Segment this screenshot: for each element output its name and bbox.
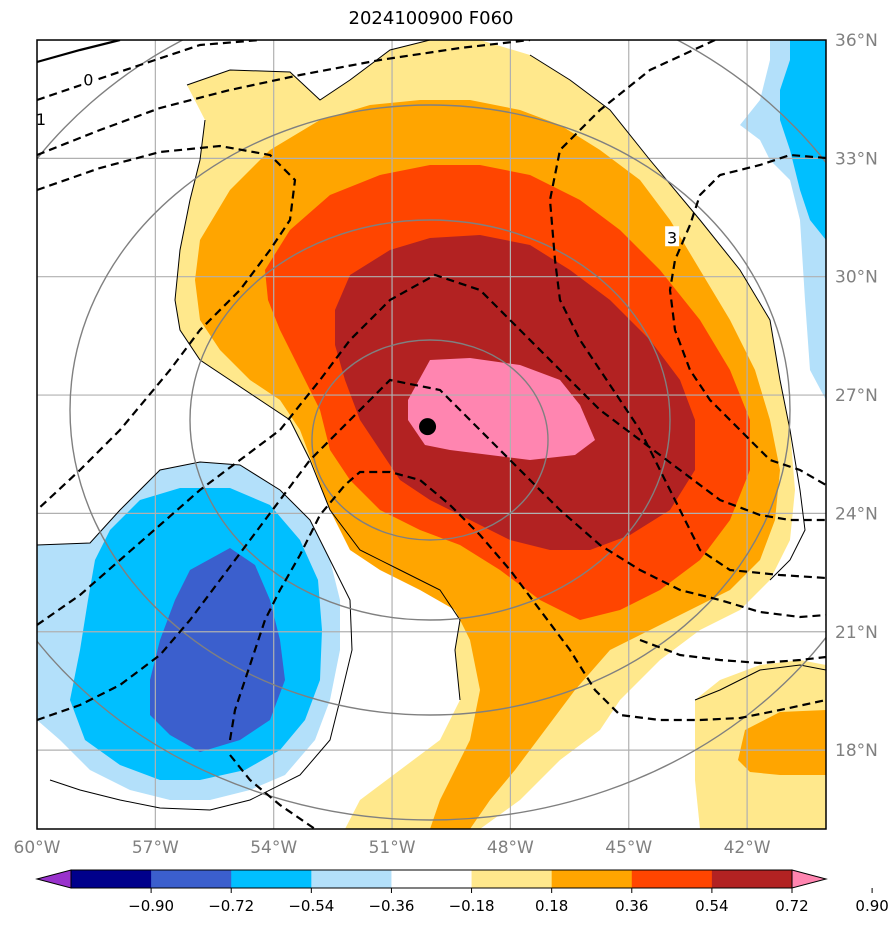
colorbar-segment xyxy=(711,870,793,888)
colorbar-tick-label: −0.36 xyxy=(368,897,414,915)
contour-label-bg xyxy=(81,68,96,89)
lat-tick-label: 36°N xyxy=(835,31,878,51)
longitude-ticks: 60°W 57°W 54°W 51°W 48°W 45°W 42°W xyxy=(14,838,771,858)
colorbar-tick-label: 0.18 xyxy=(535,897,568,915)
storm-center-marker xyxy=(419,418,437,436)
lon-tick-label: 45°W xyxy=(605,838,652,858)
colorbar-segment xyxy=(551,870,633,888)
map-frame xyxy=(36,39,827,830)
solid-contour xyxy=(37,40,121,64)
contour-label: 0 xyxy=(83,70,93,89)
colorbar-tick-label: −0.18 xyxy=(449,897,495,915)
latitude-ticks: 36°N 33°N 30°N 27°N 24°N 21°N 18°N xyxy=(835,31,878,761)
lon-tick-label: 60°W xyxy=(14,838,61,858)
shading-blue-ne xyxy=(780,40,826,240)
lat-tick-label: 33°N xyxy=(835,149,878,169)
distance-rings xyxy=(37,40,826,821)
lat-tick-label: 30°N xyxy=(835,268,878,288)
map-title: 2024100900 F060 xyxy=(348,8,514,29)
shading-royal-sw xyxy=(150,548,285,752)
lon-tick-label: 57°W xyxy=(132,838,179,858)
colorbar-tick-label: 0.36 xyxy=(615,897,648,915)
colorbar-segment xyxy=(631,870,713,888)
colorbar-tick-label: −0.90 xyxy=(128,897,174,915)
colorbar: −0.90 −0.72 −0.54 −0.36 −0.18 0.18 0.36 0.54 0.7… xyxy=(35,869,889,915)
lon-tick-label: 42°W xyxy=(724,838,771,858)
lon-tick-label: 51°W xyxy=(369,838,416,858)
colorbar-segment xyxy=(231,870,312,888)
lat-tick-label: 27°N xyxy=(835,386,878,406)
colorbar-outline xyxy=(70,869,793,889)
colorbar-tick-label: 0.72 xyxy=(775,897,808,915)
colorbar-tick-label: −0.72 xyxy=(208,897,254,915)
colorbar-segment xyxy=(471,870,553,888)
contour-label: 3 xyxy=(667,228,677,247)
contour-label: 1 xyxy=(36,110,46,129)
lat-tick-label: 18°N xyxy=(835,741,878,761)
colorbar-segment xyxy=(311,870,392,888)
shading-orange-se xyxy=(738,710,826,775)
dashed-contours xyxy=(37,40,826,829)
map-grid xyxy=(37,40,826,829)
colorbar-high-extend xyxy=(791,869,828,889)
colorbar-segment xyxy=(71,870,152,888)
lon-tick-label: 48°W xyxy=(487,838,534,858)
contour-label-bg xyxy=(665,226,680,247)
lat-tick-label: 21°N xyxy=(835,623,878,643)
colorbar-segment xyxy=(151,870,232,888)
lon-tick-label: 54°W xyxy=(250,838,297,858)
colorbar-tick-label: 0.90 xyxy=(855,897,888,915)
center-marker-layer xyxy=(419,418,437,436)
lat-tick-label: 24°N xyxy=(835,504,878,524)
colorbar-low-extend xyxy=(35,869,72,889)
colorbar-tick-label: −0.54 xyxy=(288,897,334,915)
colorbar-segment xyxy=(391,870,473,888)
colorbar-tick-label: 0.54 xyxy=(695,897,728,915)
outline-contours xyxy=(37,40,826,811)
